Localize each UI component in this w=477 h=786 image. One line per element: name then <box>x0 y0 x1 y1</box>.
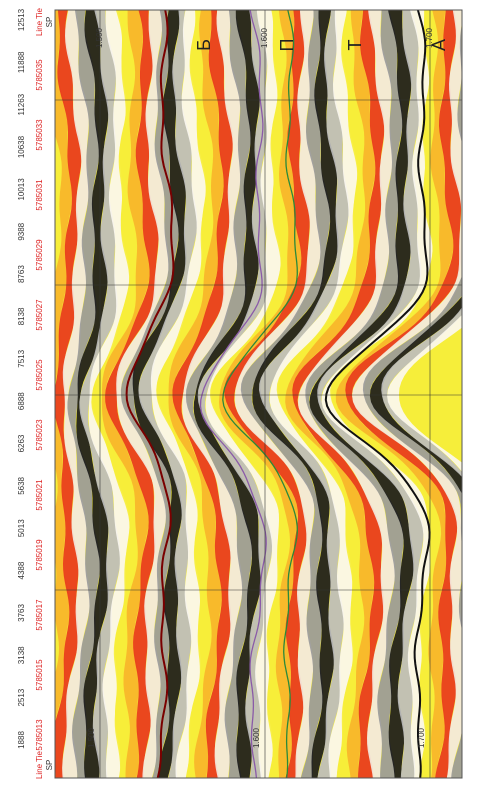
horizon-label: Т <box>345 40 365 51</box>
line-label: 5785021 <box>35 479 44 511</box>
line-label: 5785017 <box>35 599 44 631</box>
seismic-band <box>205 10 281 778</box>
time-label: 1.700 <box>425 27 434 48</box>
line-label: 5785019 <box>35 539 44 571</box>
line-tie-label: Line Tie <box>35 7 44 36</box>
seismic-band <box>330 10 442 778</box>
seismic-band <box>55 10 73 778</box>
sp-label: SP <box>45 17 54 28</box>
line-label: 5785033 <box>35 119 44 151</box>
seismic-band <box>285 10 376 778</box>
seismic-band <box>292 10 385 778</box>
line-label: 5785035 <box>35 59 44 91</box>
horizon-line <box>222 10 298 778</box>
shotpoint-label: 10638 <box>17 135 26 158</box>
horizon-line <box>324 10 431 778</box>
time-label: 1.600 <box>252 727 261 748</box>
seismic-band <box>309 10 415 778</box>
time-label: 1.700 <box>417 727 426 748</box>
time-label: 1.600 <box>260 27 269 48</box>
shotpoint-label: 8138 <box>17 307 26 325</box>
seismic-band <box>55 10 82 778</box>
seismic-band <box>79 10 121 778</box>
line-label: 5785027 <box>35 299 44 331</box>
sp-label: SP <box>45 760 54 771</box>
seismic-band <box>132 10 187 778</box>
shotpoint-label: 3763 <box>17 603 26 621</box>
seismic-band <box>224 10 310 778</box>
shotpoint-label: 6888 <box>17 392 26 410</box>
seismic-band <box>156 10 215 778</box>
horizon-label: Б <box>194 39 214 51</box>
seismic-band <box>387 314 462 472</box>
shotpoint-label: 9388 <box>17 222 26 240</box>
horizon-line <box>125 10 175 778</box>
seismic-band <box>88 10 130 778</box>
seismic-band <box>252 10 339 778</box>
shotpoint-label: 5638 <box>17 476 26 494</box>
shotpoint-label: 8763 <box>17 265 26 283</box>
shotpoint-label: 10013 <box>17 178 26 201</box>
seismic-band <box>381 307 462 478</box>
seismic-band <box>168 10 225 778</box>
shotpoint-label: 3138 <box>17 646 26 664</box>
line-label: 5785031 <box>35 179 44 211</box>
shotpoint-label: 11888 <box>17 51 26 73</box>
horizon-line <box>199 10 267 778</box>
line-label: 5785029 <box>35 239 44 271</box>
line-label: 5785023 <box>35 419 44 451</box>
seismic-band <box>116 10 170 778</box>
line-label: 5785013 <box>35 719 44 751</box>
shotpoint-label: 7513 <box>17 349 26 367</box>
seismic-band <box>105 10 159 778</box>
seismic-band <box>150 10 206 778</box>
horizon-label: П <box>277 39 297 52</box>
seismic-band <box>138 10 198 778</box>
shotpoint-label: 2513 <box>17 688 26 706</box>
seismic-band <box>317 10 424 778</box>
shotpoint-label: 4388 <box>17 561 26 579</box>
seismic-band <box>197 10 273 778</box>
line-tie-label: Line Tie <box>35 750 44 779</box>
seismic-band <box>240 10 331 778</box>
seismic-band <box>352 10 462 778</box>
shotpoint-label: 6263 <box>17 434 26 452</box>
seismic-band <box>120 10 179 778</box>
seismic-band <box>298 10 396 778</box>
line-label: 5785025 <box>35 359 44 391</box>
shotpoint-label: 1888 <box>17 731 26 749</box>
seismic-band <box>76 10 109 778</box>
seismic-band <box>234 10 322 778</box>
seismic-band <box>193 10 262 778</box>
seismic-band <box>62 10 91 778</box>
time-label: 1.500 <box>87 727 96 748</box>
horizon-label: А <box>429 39 449 51</box>
seismic-band <box>185 10 253 778</box>
line-label: 5785015 <box>35 659 44 691</box>
shotpoint-label: 12513 <box>17 8 26 31</box>
seismic-band <box>305 10 404 778</box>
shotpoint-label: 5013 <box>17 519 26 537</box>
seismic-band <box>91 10 139 778</box>
shotpoint-label: 11263 <box>17 93 26 115</box>
seismic-band <box>219 10 302 778</box>
seismic-band <box>101 10 151 778</box>
time-label: 1.500 <box>95 27 104 48</box>
panel-frame <box>54 9 463 779</box>
